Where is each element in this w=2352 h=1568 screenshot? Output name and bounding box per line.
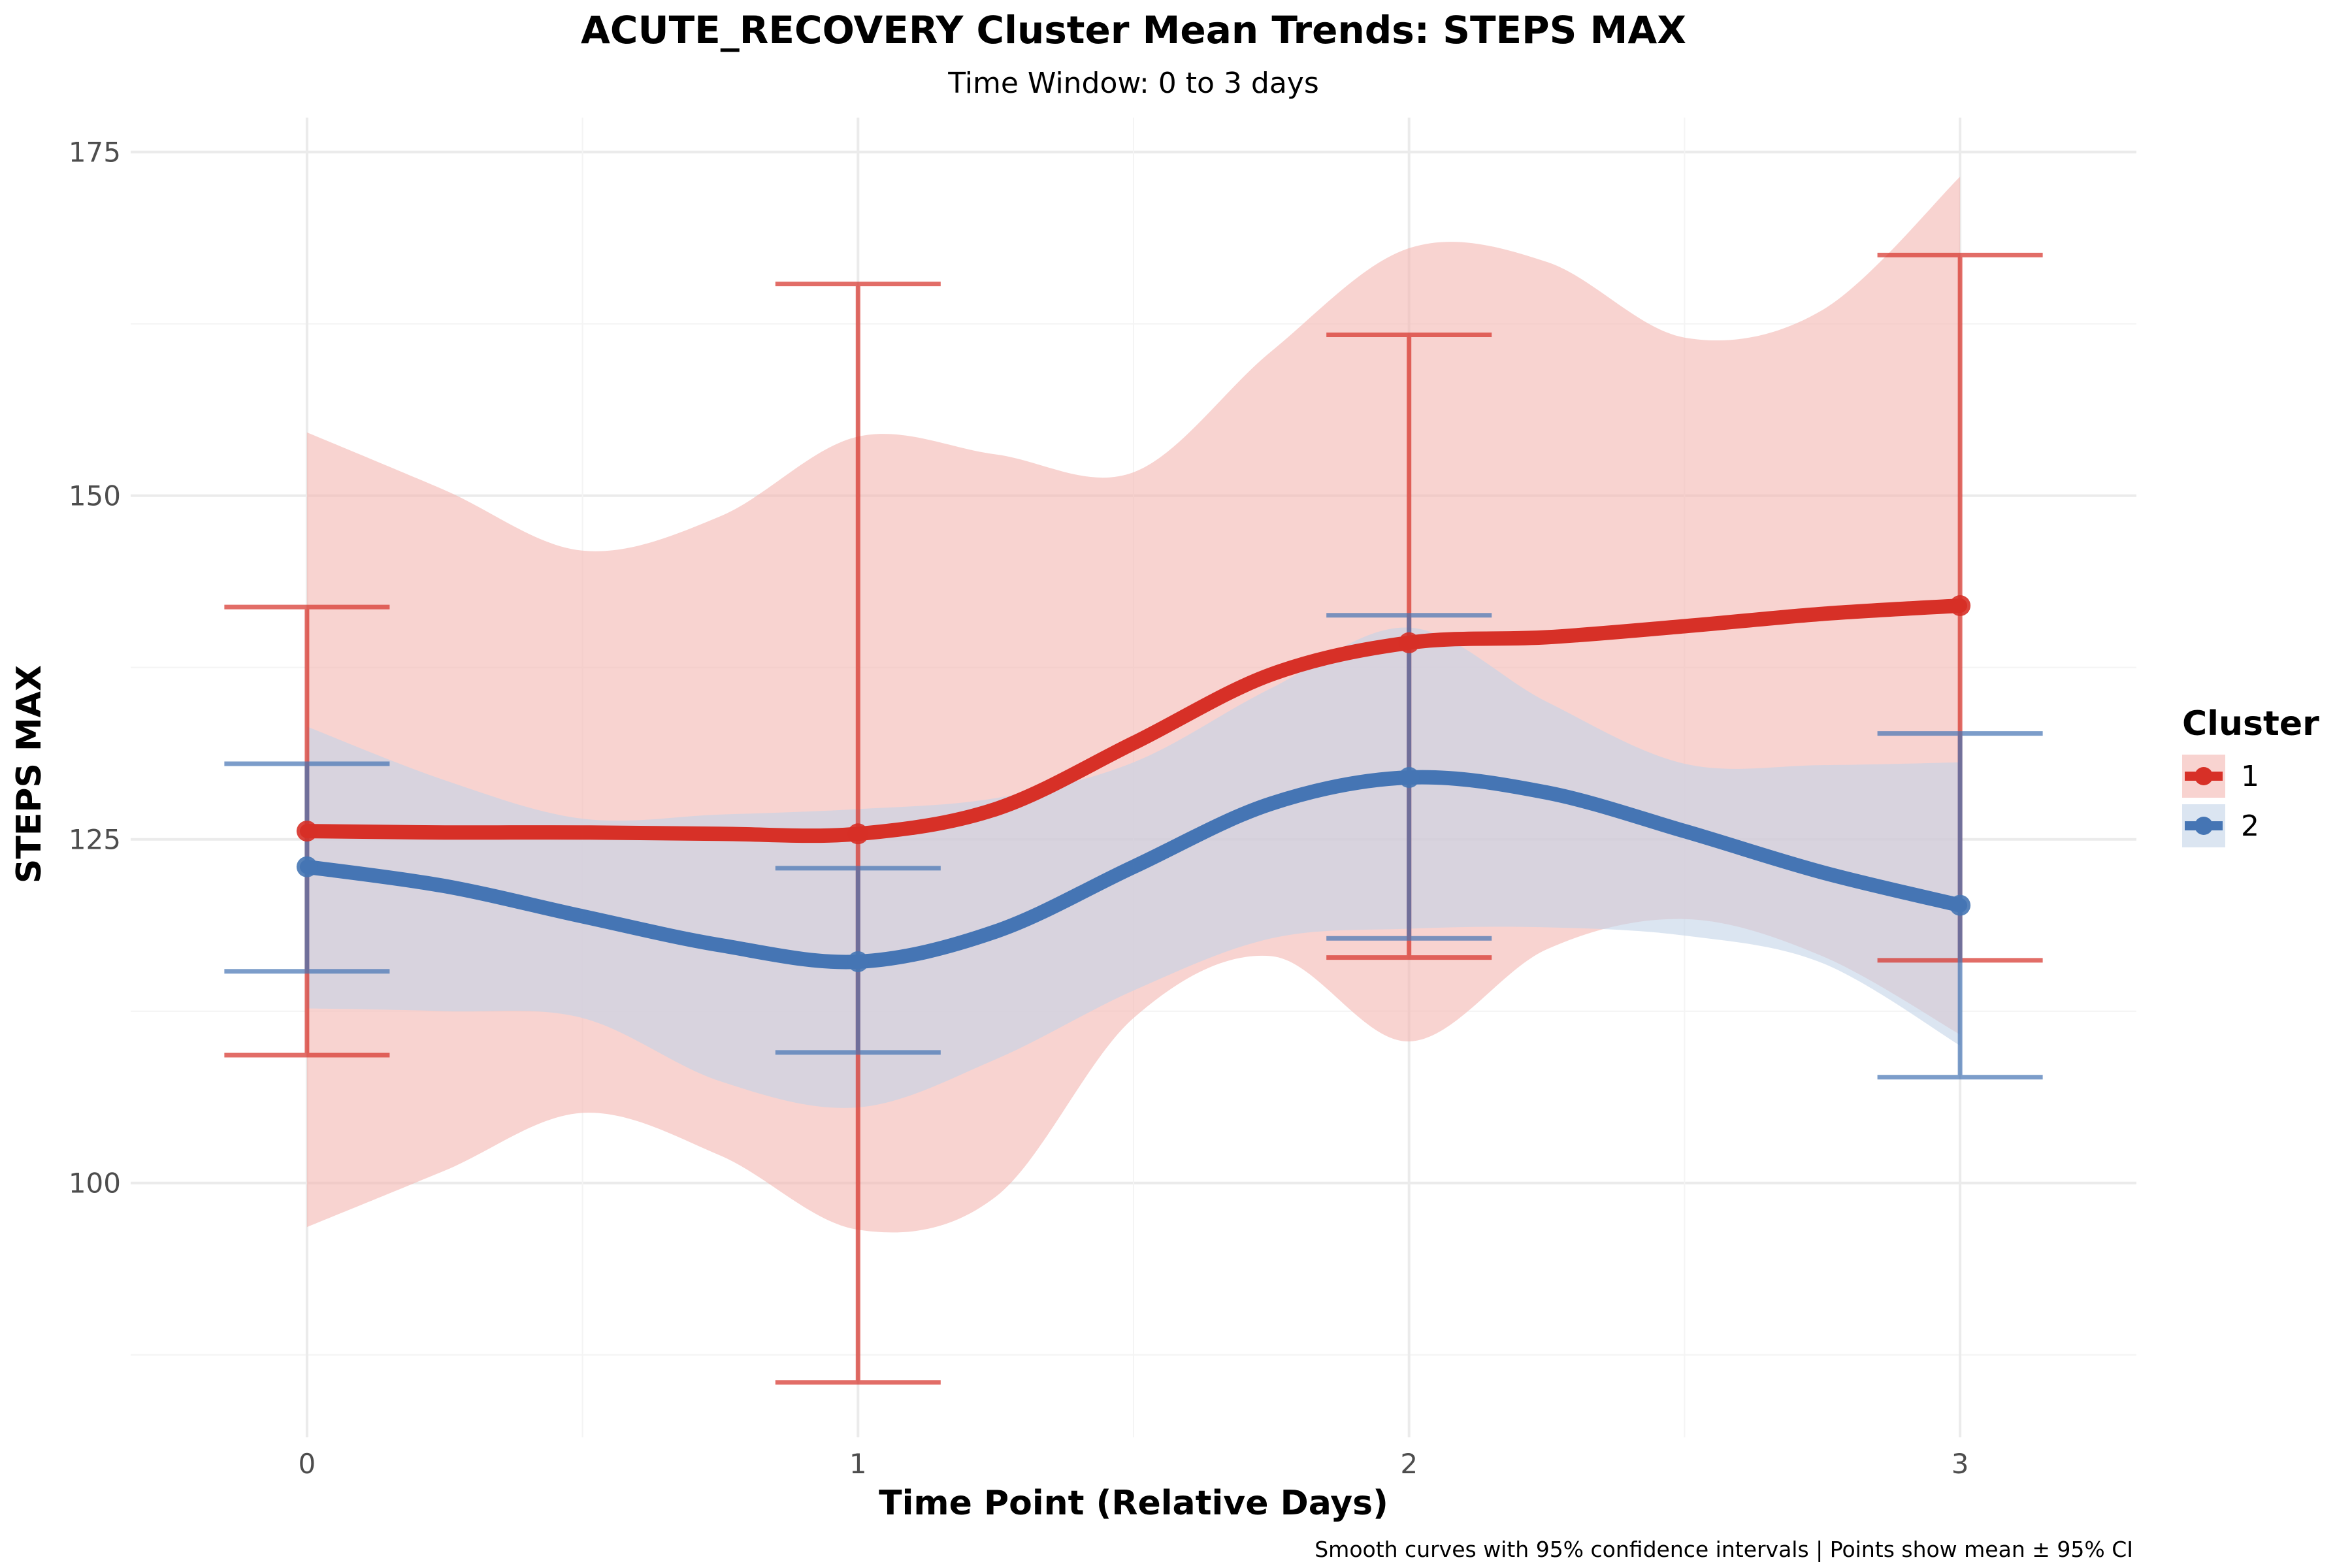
legend-label: 2: [2241, 809, 2259, 843]
mean-point-cluster-1: [296, 821, 318, 842]
trend-line-cluster-2: [299, 770, 1968, 970]
y-tick-label: 175: [69, 137, 121, 169]
legend-item-cluster-1: 1: [2182, 755, 2259, 798]
mean-point-cluster-2: [1950, 894, 1971, 916]
mean-points: [296, 595, 1971, 972]
y-tick-label: 100: [69, 1168, 121, 1200]
trend-line-cluster-1: [299, 598, 1968, 843]
legend-label: 1: [2241, 760, 2259, 793]
mean-point-cluster-2: [296, 856, 318, 877]
x-tick-label: 1: [849, 1448, 867, 1480]
tick-labels: 100 125 150 175 0 1 2 3: [69, 137, 1969, 1480]
chart-title: ACUTE_RECOVERY Cluster Mean Trends: STEP…: [581, 8, 1686, 52]
legend-item-cluster-2: 2: [2182, 804, 2259, 847]
mean-point-cluster-1: [1950, 595, 1971, 616]
y-tick-label: 125: [69, 824, 121, 856]
legend-title: Cluster: [2182, 704, 2319, 743]
x-axis-label: Time Point (Relative Days): [879, 1484, 1388, 1523]
mean-point-cluster-2: [1398, 767, 1420, 788]
chart-caption: Smooth curves with 95% confidence interv…: [1315, 1537, 2133, 1562]
legend-key-point: [2195, 817, 2213, 835]
smooth-lines: [299, 598, 1968, 970]
x-tick-label: 3: [1952, 1448, 1969, 1480]
x-tick-label: 2: [1400, 1448, 1418, 1480]
legend: Cluster 1 2: [2182, 704, 2319, 847]
mean-point-cluster-2: [847, 951, 869, 972]
y-tick-label: 150: [69, 480, 121, 512]
mean-point-cluster-1: [1398, 632, 1420, 653]
chart-subtitle: Time Window: 0 to 3 days: [947, 67, 1319, 100]
legend-key-point: [2195, 767, 2213, 785]
y-axis-label: STEPS MAX: [10, 665, 49, 883]
x-tick-label: 0: [299, 1448, 316, 1480]
mean-point-cluster-1: [847, 823, 869, 845]
